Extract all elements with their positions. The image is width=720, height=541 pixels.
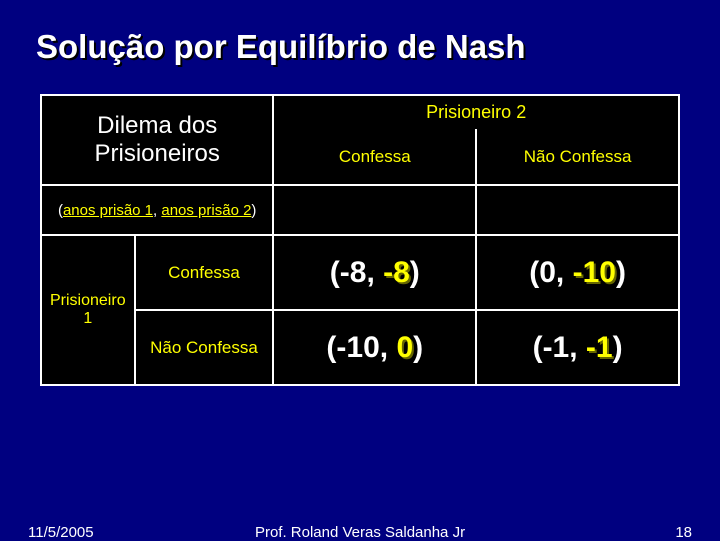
col-header-not-confess: Não Confessa — [476, 129, 679, 185]
payoff-sep: , — [556, 256, 573, 289]
payoff-b: -8 — [383, 256, 410, 289]
table-row: Prisioneiro 1 Confessa (-8, -8) (0, -10) — [41, 235, 679, 310]
payoff-a: -1 — [543, 331, 570, 364]
table-row: Dilema dos Prisioneiros Prisioneiro 2 — [41, 95, 679, 129]
row-header-confess: Confessa — [135, 235, 274, 310]
payoff-open: ( — [533, 331, 543, 364]
empty-cell — [476, 185, 679, 235]
payoff-b: -10 — [573, 256, 616, 289]
payoff-open: ( — [330, 256, 340, 289]
slide-title: Solução por Equilíbrio de Nash — [36, 28, 684, 66]
footer-professor: Prof. Roland Veras Saldanha Jr — [0, 524, 720, 541]
payoff-b: 0 — [396, 331, 413, 364]
row-header-not-confess: Não Confessa — [135, 310, 274, 385]
payoff-a: -8 — [340, 256, 367, 289]
cell-confess-notconfess: (0, -10) — [476, 235, 679, 310]
slide: Solução por Equilíbrio de Nash Dilema do… — [0, 0, 720, 540]
cell-notconfess-notconfess: (-1, -1) — [476, 310, 679, 385]
payoff-open: ( — [326, 331, 336, 364]
payoff-table: Dilema dos Prisioneiros Prisioneiro 2 Co… — [40, 94, 680, 386]
legend-a: anos prisão 1 — [63, 202, 153, 219]
payoff-close: ) — [613, 331, 623, 364]
table-row: Não Confessa (-10, 0) (-1, -1) — [41, 310, 679, 385]
payoff-sep: , — [380, 331, 397, 364]
footer-page-number: 18 — [675, 524, 692, 541]
player1-header: Prisioneiro 1 — [41, 235, 135, 385]
payoff-close: ) — [616, 256, 626, 289]
payoff-close: ) — [410, 256, 420, 289]
table-row: (anos prisão 1, anos prisão 2) — [41, 185, 679, 235]
corner-label: Dilema dos Prisioneiros — [50, 112, 264, 168]
col-header-confess: Confessa — [273, 129, 476, 185]
payoff-a: 0 — [539, 256, 556, 289]
legend-b: anos prisão 2 — [161, 202, 251, 219]
player1-label: Prisioneiro 1 — [50, 292, 126, 328]
player2-header: Prisioneiro 2 — [273, 95, 679, 129]
empty-cell — [273, 185, 476, 235]
cell-confess-confess: (-8, -8) — [273, 235, 476, 310]
payoff-close: ) — [413, 331, 423, 364]
payoff-sep: , — [366, 256, 383, 289]
legend-close: ) — [251, 202, 256, 219]
payoff-b: -1 — [586, 331, 613, 364]
corner-cell: Dilema dos Prisioneiros — [41, 95, 273, 185]
payoff-open: ( — [529, 256, 539, 289]
payoff-sep: , — [569, 331, 586, 364]
cell-notconfess-confess: (-10, 0) — [273, 310, 476, 385]
payoff-a: -10 — [336, 331, 379, 364]
legend-cell: (anos prisão 1, anos prisão 2) — [41, 185, 273, 235]
